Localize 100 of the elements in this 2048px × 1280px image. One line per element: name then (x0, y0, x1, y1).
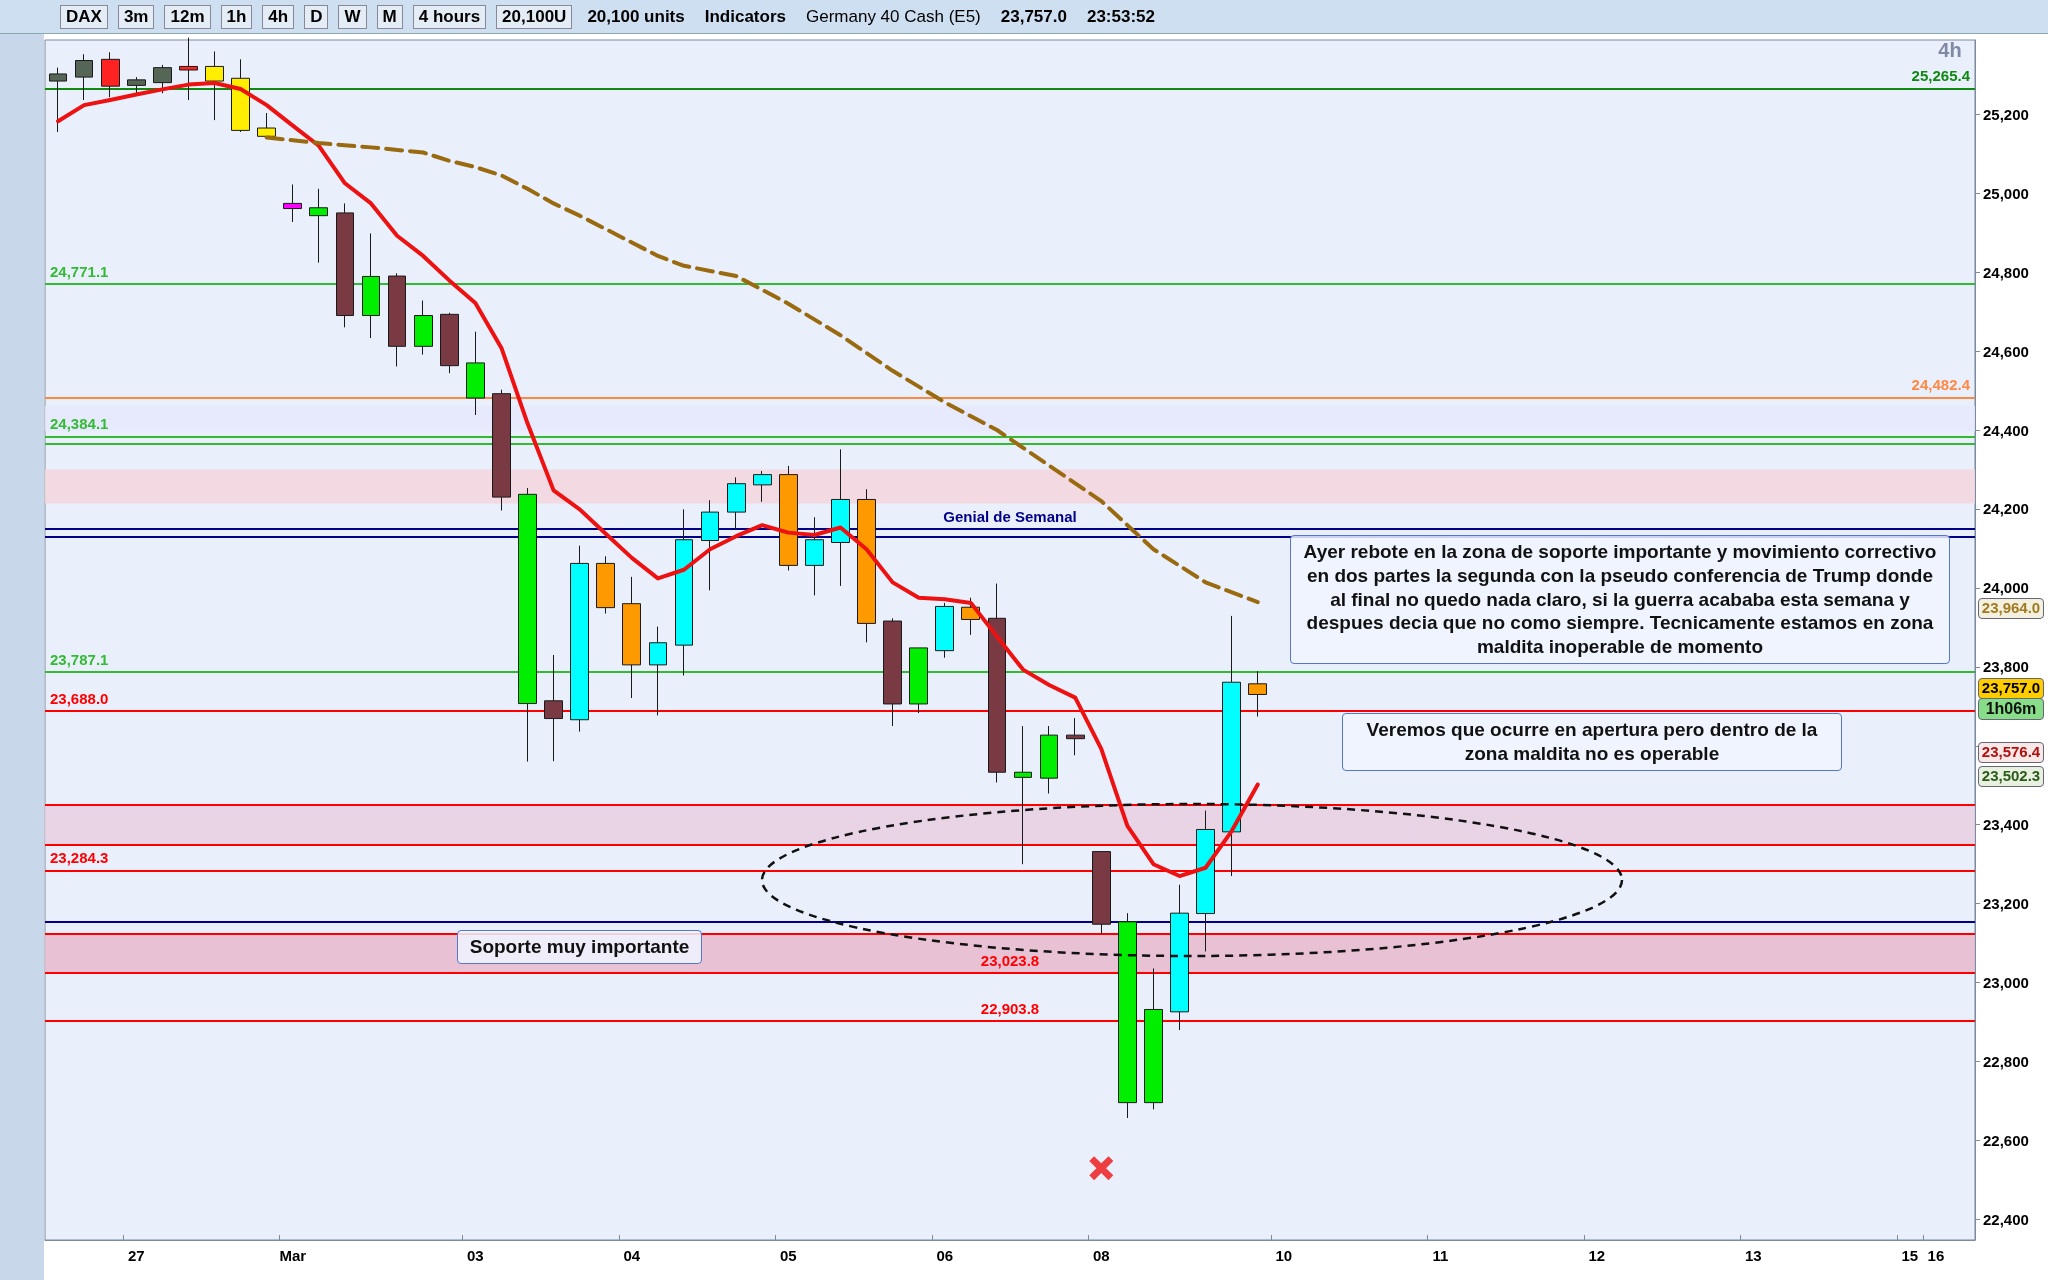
text: Indicators (703, 5, 787, 28)
x-tick-label: 05 (779, 1247, 797, 1264)
text: 23,576.4 (1978, 742, 2044, 763)
ref-line-label: 24,771.1 (50, 262, 109, 280)
text: 23,964.0 (1978, 598, 2044, 619)
candlestick (1040, 725, 1058, 795)
y-tick-label: 23,200 (1983, 895, 2029, 913)
candlestick (857, 488, 876, 643)
text: 23,757.0 (1978, 678, 2044, 699)
x-tick-label: 10 (1275, 1247, 1293, 1264)
candlestick (727, 476, 746, 531)
candlestick (649, 626, 667, 716)
candlestick (544, 654, 563, 762)
annotation: Veremos que ocurre en apertura pero dentro de la zona maldita no es operable (1342, 713, 1842, 771)
candlestick (701, 499, 719, 591)
candlestick (909, 647, 928, 714)
y-tick-label: 23,000 (1983, 974, 2029, 992)
y-tick-label: 24,000 (1983, 579, 2029, 597)
annotation: Soporte muy importante (457, 930, 702, 964)
text: 23,757.0 (999, 5, 1068, 28)
ref-line-label: 23,787.1 (50, 650, 109, 668)
ref-line-label: 23,023.8 (980, 952, 1040, 970)
text: 4 hours (412, 4, 487, 29)
x-tick-label: 04 (623, 1247, 641, 1264)
y-tick-label: 22,600 (1983, 1132, 2029, 1150)
x-tick-label: 11 (1432, 1247, 1449, 1264)
candlestick (753, 470, 772, 503)
candlestick (257, 112, 276, 139)
candlestick (75, 53, 93, 101)
x-tick-label: 06 (936, 1247, 954, 1264)
ref-line-label: 23,284.3 (50, 849, 109, 867)
y-tick-label: 25,200 (1983, 105, 2029, 123)
y-tick-label: 24,800 (1983, 263, 2029, 281)
text: 1h (220, 4, 253, 29)
candlestick (283, 183, 302, 223)
x-tick-label: 27 (127, 1247, 145, 1264)
candlestick (205, 50, 224, 121)
text: 23:53:52 (1085, 5, 1156, 28)
candlestick (231, 58, 250, 133)
candlestick (1066, 717, 1085, 756)
line-series (264, 135, 1260, 605)
text: 1h06m (1978, 698, 2044, 720)
candlestick (309, 188, 328, 264)
candlestick (440, 312, 459, 374)
y-tick-label: 25,000 (1983, 184, 2029, 202)
candlestick (414, 300, 433, 356)
candlestick (362, 232, 380, 339)
candlestick (883, 617, 902, 727)
annotation: 4h (1937, 38, 1963, 63)
chart-subtitle: Germany 40 Cash (E5) (804, 5, 982, 28)
candlestick (935, 602, 954, 659)
y-tick-label: 24,400 (1983, 421, 2029, 439)
y-tick-label: 24,600 (1983, 342, 2029, 360)
candlestick (779, 465, 798, 572)
y-tick-label: 22,400 (1983, 1210, 2029, 1228)
y-tick-label: 24,200 (1983, 500, 2029, 518)
candlestick (1014, 725, 1032, 865)
candlestick (831, 448, 850, 587)
annotation: Ayer rebote en la zona de soporte importante y movimiento correctivo en dos partes la segunda con la pseudo conferencia de Trump donde al final no quedo nada claro, si la guerra acababa esta semana y despues decia que no como siempre. Tecnicamente estamos en zona maldita inoperable de momento (1290, 535, 1950, 664)
x-tick-label: 12 (1588, 1247, 1606, 1264)
ref-line-label: Genial de Semanal (943, 507, 1077, 525)
ref-line-label: 22,903.8 (980, 999, 1040, 1017)
x-tick-label: 03 (466, 1247, 484, 1264)
text: W (338, 4, 367, 29)
candlestick (518, 487, 537, 763)
y-tick-label: 23,800 (1983, 658, 2029, 676)
text: D (304, 4, 329, 29)
x-tick-label: 08 (1092, 1247, 1110, 1264)
candlestick (101, 51, 120, 98)
candlestick (1222, 615, 1241, 877)
text: 3m (117, 4, 155, 29)
ref-line-label: 24,482.4 (1911, 376, 1971, 394)
y-tick-label: 23,400 (1983, 816, 2029, 834)
candlestick (596, 555, 615, 615)
candlestick (1118, 912, 1137, 1119)
candlestick (1196, 810, 1215, 952)
text: M (376, 4, 403, 29)
candlestick (675, 508, 693, 677)
candlestick (492, 389, 511, 512)
candlestick (127, 76, 146, 94)
candlestick (1092, 851, 1111, 935)
candlestick (570, 545, 589, 733)
text: 23,502.3 (1978, 766, 2044, 787)
candlestick (336, 202, 354, 328)
candlestick (466, 331, 485, 416)
text: 4h (262, 4, 295, 29)
x-tick-label: 16 (1927, 1247, 1945, 1264)
candlestick (49, 67, 67, 133)
text: 20,100U (496, 4, 573, 29)
ref-line-label: 25,265.4 (1911, 67, 1971, 85)
y-tick-label: 22,800 (1983, 1053, 2029, 1071)
candlestick (388, 272, 406, 367)
text: 12m (164, 4, 211, 29)
candlestick (988, 583, 1006, 783)
candlestick (153, 64, 172, 94)
candlestick (1170, 884, 1189, 1031)
chart-title: DAX (60, 4, 108, 29)
candlestick (179, 37, 198, 101)
candlestick (805, 516, 824, 596)
ref-line-label: 23,688.0 (50, 690, 109, 708)
